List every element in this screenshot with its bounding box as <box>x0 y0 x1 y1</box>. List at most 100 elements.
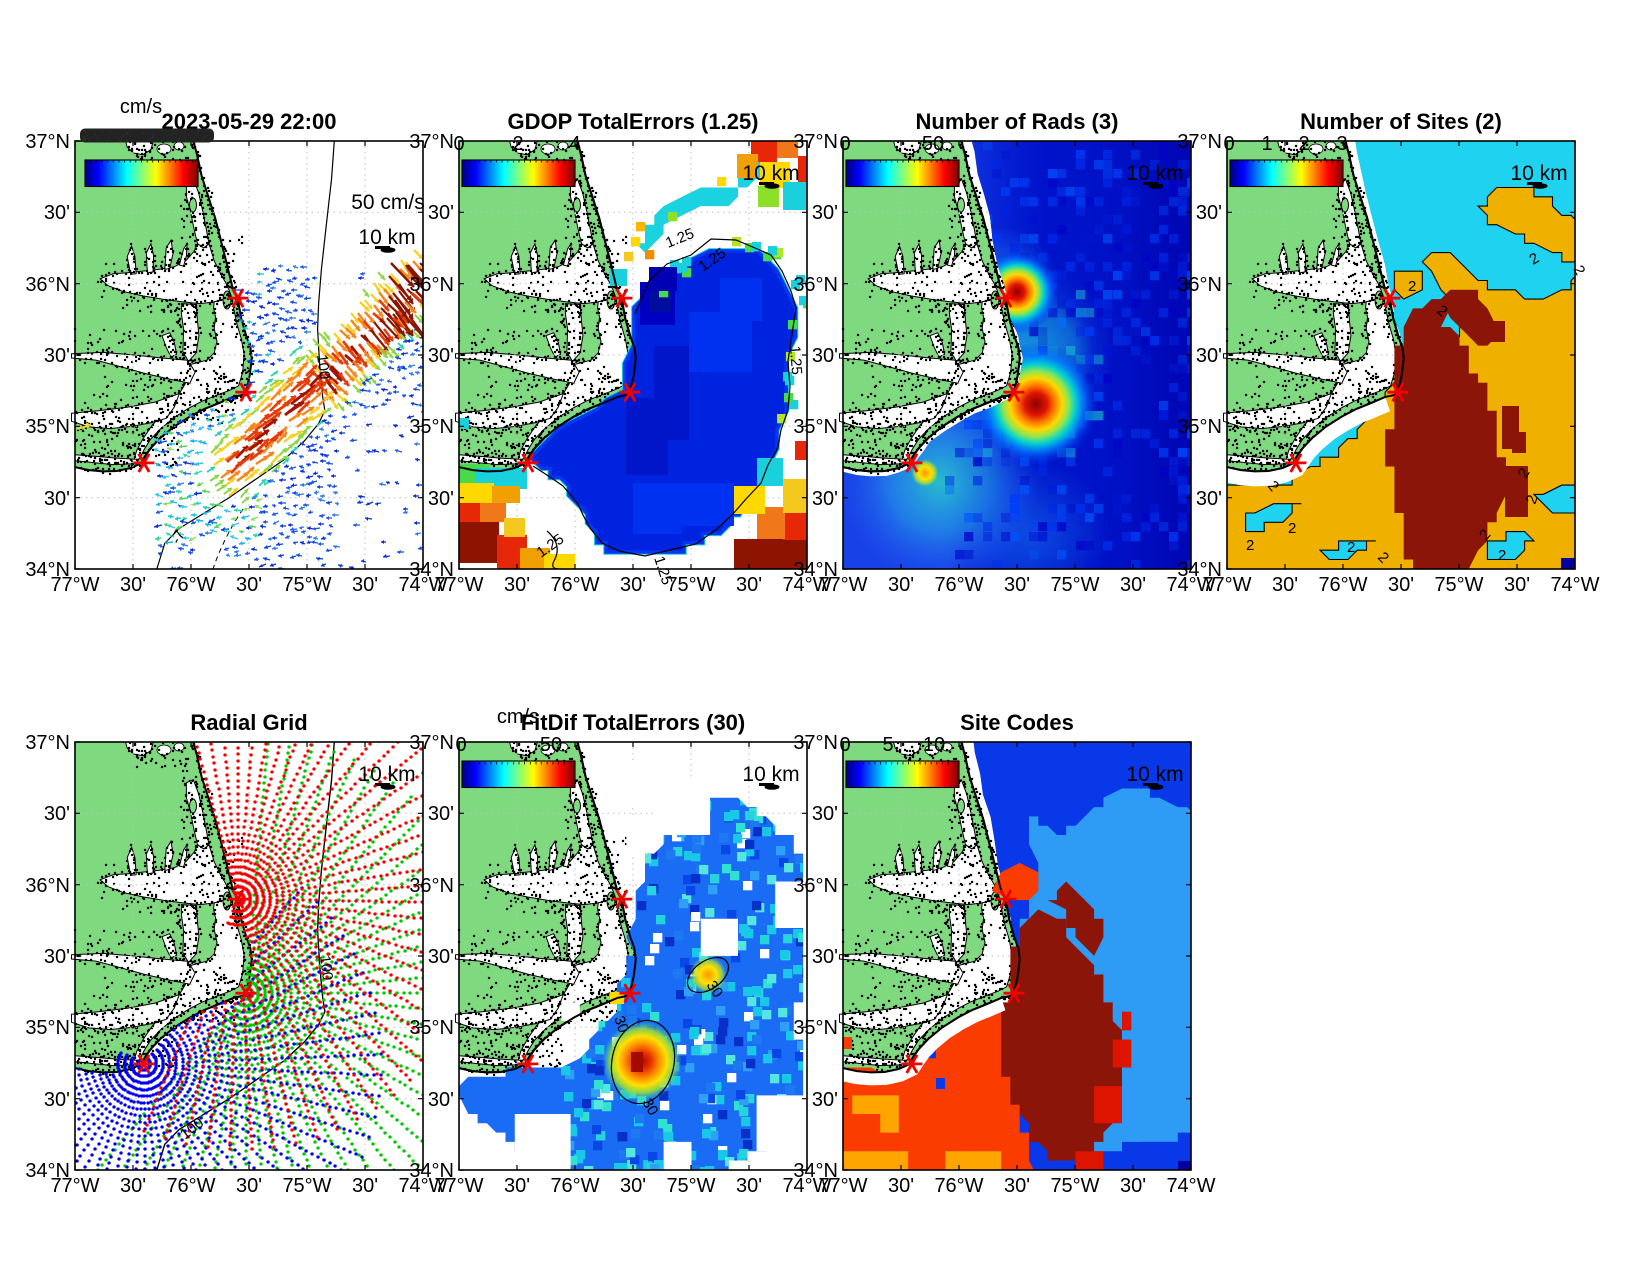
svg-text:36°N: 36°N <box>793 274 838 296</box>
svg-text:76°W: 76°W <box>550 574 599 596</box>
svg-text:36°N: 36°N <box>25 274 70 296</box>
svg-text:74°W: 74°W <box>1550 574 1599 596</box>
svg-text:37°N: 37°N <box>25 732 70 754</box>
svg-text:2: 2 <box>1347 539 1355 556</box>
svg-text:30': 30' <box>736 1175 762 1197</box>
svg-text:76°W: 76°W <box>166 1175 215 1197</box>
svg-text:36°N: 36°N <box>793 875 838 897</box>
svg-text:30': 30' <box>1504 574 1530 596</box>
svg-text:74°W: 74°W <box>1166 574 1215 596</box>
svg-text:34°N: 34°N <box>793 559 838 581</box>
svg-text:76°W: 76°W <box>1318 574 1367 596</box>
svg-text:74°W: 74°W <box>782 574 831 596</box>
svg-text:30': 30' <box>1196 488 1222 510</box>
svg-text:10 km: 10 km <box>358 763 415 786</box>
svg-text:77°W: 77°W <box>434 1175 483 1197</box>
svg-text:30: 30 <box>610 1014 632 1035</box>
svg-text:0: 0 <box>455 734 466 756</box>
svg-text:34°N: 34°N <box>409 559 454 581</box>
svg-text:34°N: 34°N <box>1177 559 1222 581</box>
svg-text:37°N: 37°N <box>409 732 454 754</box>
svg-text:77°W: 77°W <box>50 1175 99 1197</box>
svg-text:10 km: 10 km <box>742 763 799 786</box>
svg-text:37°N: 37°N <box>1177 131 1222 153</box>
svg-text:2: 2 <box>1246 537 1254 554</box>
svg-text:35°N: 35°N <box>25 416 70 438</box>
svg-text:100: 100 <box>313 353 333 380</box>
svg-text:34°N: 34°N <box>409 1160 454 1182</box>
svg-text:75°W: 75°W <box>282 1175 331 1197</box>
svg-text:30': 30' <box>812 803 838 825</box>
svg-text:30': 30' <box>44 488 70 510</box>
svg-text:75°W: 75°W <box>282 574 331 596</box>
svg-text:35°N: 35°N <box>793 416 838 438</box>
svg-text:30': 30' <box>1120 574 1146 596</box>
svg-text:30': 30' <box>812 946 838 968</box>
svg-text:30': 30' <box>1196 345 1222 367</box>
svg-text:3: 3 <box>1336 133 1347 155</box>
svg-text:37°N: 37°N <box>409 131 454 153</box>
svg-text:0: 0 <box>839 734 850 756</box>
svg-text:37°N: 37°N <box>793 131 838 153</box>
svg-text:37°N: 37°N <box>793 732 838 754</box>
svg-text:0: 0 <box>453 133 464 155</box>
svg-text:30': 30' <box>120 574 146 596</box>
svg-text:34°N: 34°N <box>25 1160 70 1182</box>
svg-text:30': 30' <box>120 1175 146 1197</box>
svg-text:74°W: 74°W <box>1166 1175 1215 1197</box>
svg-text:30': 30' <box>352 574 378 596</box>
svg-text:30': 30' <box>888 574 914 596</box>
svg-text:77°W: 77°W <box>50 574 99 596</box>
svg-text:50: 50 <box>922 133 944 155</box>
svg-text:10: 10 <box>923 734 945 756</box>
svg-text:1.25: 1.25 <box>786 345 805 375</box>
svg-text:50 cm/s: 50 cm/s <box>351 191 425 214</box>
svg-text:35°N: 35°N <box>25 1017 70 1039</box>
svg-text:36°N: 36°N <box>25 875 70 897</box>
svg-text:75°W: 75°W <box>1050 1175 1099 1197</box>
svg-text:50: 50 <box>540 734 562 756</box>
svg-text:GDOP TotalErrors (1.25): GDOP TotalErrors (1.25) <box>507 109 758 134</box>
svg-text:30': 30' <box>236 1175 262 1197</box>
svg-text:cm/s: cm/s <box>120 96 162 118</box>
svg-text:34°N: 34°N <box>793 1160 838 1182</box>
svg-text:30': 30' <box>620 1175 646 1197</box>
svg-text:75°W: 75°W <box>1434 574 1483 596</box>
svg-text:10 km: 10 km <box>358 226 415 249</box>
svg-text:76°W: 76°W <box>934 574 983 596</box>
svg-text:76°W: 76°W <box>934 1175 983 1197</box>
svg-text:35°N: 35°N <box>1177 416 1222 438</box>
svg-text:30': 30' <box>428 946 454 968</box>
svg-text:76°W: 76°W <box>550 1175 599 1197</box>
svg-text:74°W: 74°W <box>782 1175 831 1197</box>
svg-text:10 km: 10 km <box>742 162 799 185</box>
svg-text:10 km: 10 km <box>1126 162 1183 185</box>
svg-text:0: 0 <box>1223 133 1234 155</box>
svg-text:30': 30' <box>504 574 530 596</box>
svg-text:36°N: 36°N <box>409 875 454 897</box>
svg-text:30': 30' <box>504 1175 530 1197</box>
svg-text:1: 1 <box>1261 133 1272 155</box>
svg-text:30': 30' <box>620 574 646 596</box>
svg-text:FitDif TotalErrors (30): FitDif TotalErrors (30) <box>521 710 746 735</box>
svg-text:77°W: 77°W <box>434 574 483 596</box>
svg-text:30: 30 <box>703 978 726 1001</box>
svg-text:30': 30' <box>352 1175 378 1197</box>
svg-text:35°N: 35°N <box>409 416 454 438</box>
svg-text:76°W: 76°W <box>166 574 215 596</box>
svg-text:10 km: 10 km <box>1126 763 1183 786</box>
svg-text:30': 30' <box>44 345 70 367</box>
svg-text:36°N: 36°N <box>1177 274 1222 296</box>
svg-text:2: 2 <box>1288 520 1296 537</box>
svg-text:0: 0 <box>839 133 850 155</box>
svg-text:75°W: 75°W <box>666 574 715 596</box>
svg-text:2: 2 <box>1298 133 1309 155</box>
svg-text:4: 4 <box>569 133 580 155</box>
svg-text:100: 100 <box>316 954 336 981</box>
svg-text:30': 30' <box>812 345 838 367</box>
svg-text:30': 30' <box>1196 202 1222 224</box>
svg-text:30': 30' <box>44 946 70 968</box>
svg-text:37°N: 37°N <box>25 131 70 153</box>
svg-text:2: 2 <box>1408 278 1416 295</box>
svg-text:30': 30' <box>1004 574 1030 596</box>
